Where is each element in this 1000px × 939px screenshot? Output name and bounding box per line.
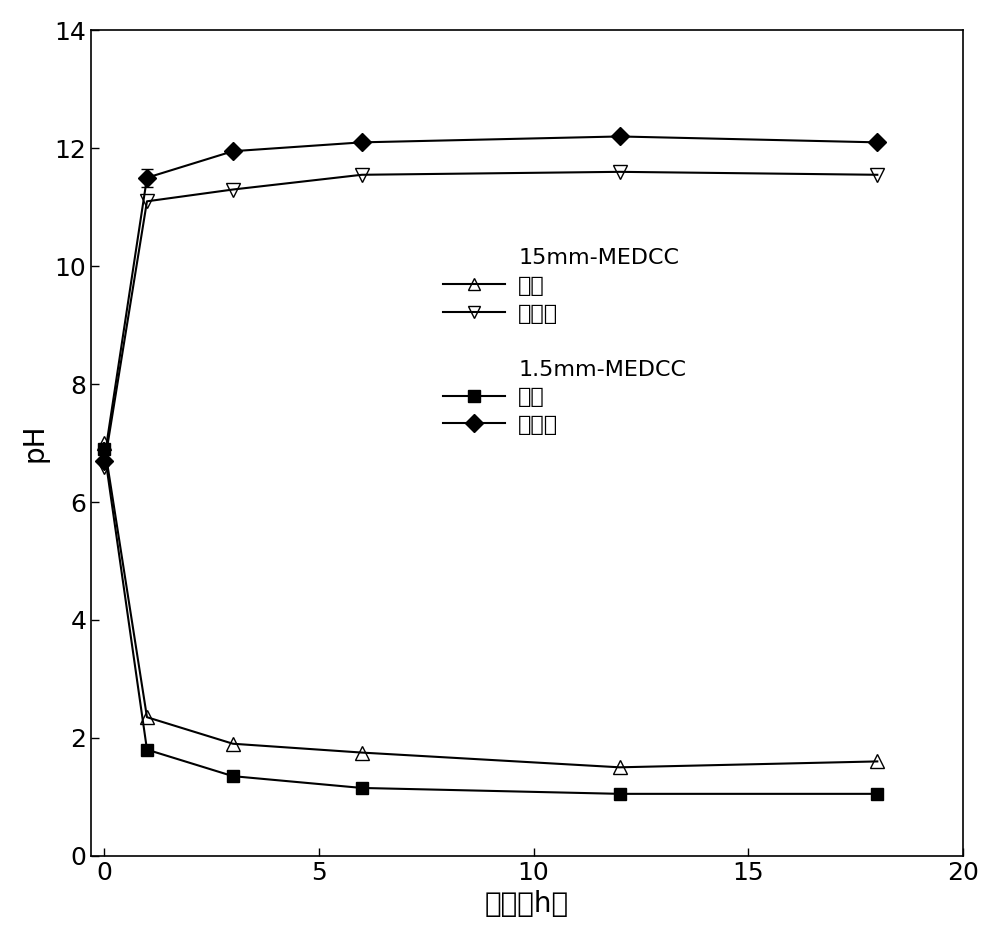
Y-axis label: pH: pH — [21, 423, 49, 462]
Legend: 15mm-MEDCC, 酵室, 阴极室,  , 1.5mm-MEDCC, 酵室, 阴极室: 15mm-MEDCC, 酵室, 阴极室, , 1.5mm-MEDCC, 酵室, … — [434, 239, 695, 444]
X-axis label: 时间（h）: 时间（h） — [485, 890, 569, 918]
